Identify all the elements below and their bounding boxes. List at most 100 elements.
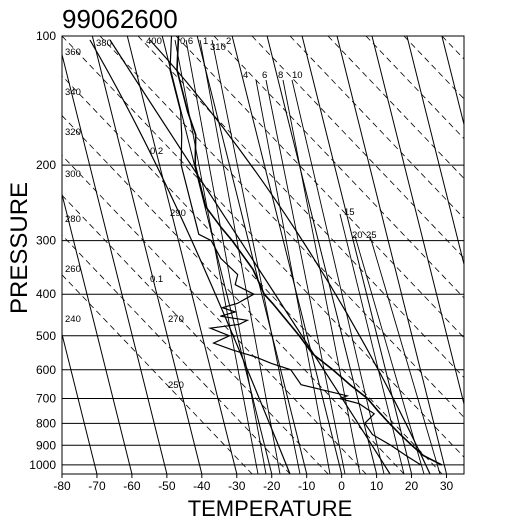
x-tick-label: -50 xyxy=(158,479,176,493)
dry-adiabat-line xyxy=(251,36,464,259)
mixing-ratio-line xyxy=(369,235,441,474)
x-tick-label: -10 xyxy=(298,479,316,493)
x-tick-label: -80 xyxy=(53,479,71,493)
x-tick-label: 20 xyxy=(405,479,419,493)
isotherm-line xyxy=(126,36,238,474)
dry-adiabat-line xyxy=(480,36,527,476)
dry-adiabat-line xyxy=(518,36,527,476)
isotherm-line xyxy=(196,36,308,474)
chart-title: 99062600 xyxy=(62,4,178,34)
dry-adiabat-line xyxy=(62,115,405,474)
isotherm-line xyxy=(231,36,343,474)
curve-label: 4 xyxy=(243,70,248,81)
dry-adiabat-line xyxy=(175,36,464,339)
curve-label: 310 xyxy=(210,42,226,53)
y-tick-label: 800 xyxy=(36,416,56,430)
x-tick-label: 10 xyxy=(370,479,384,493)
curve-label: 20 xyxy=(352,230,363,241)
x-tick-label: -60 xyxy=(123,479,141,493)
curve-label: 300 xyxy=(65,169,81,180)
isotherm-line xyxy=(62,192,133,474)
dewpoint-profile xyxy=(169,36,422,466)
curve-label: 8 xyxy=(278,70,283,81)
curve-label: 360 xyxy=(65,47,81,58)
y-tick-label: 200 xyxy=(36,158,56,172)
isotherm-line xyxy=(301,36,413,474)
isotherm-line xyxy=(0,36,27,474)
isotherm-line xyxy=(371,36,464,407)
profile-lines xyxy=(169,36,443,466)
dry-adiabat-line xyxy=(365,36,464,140)
curve-label: 270 xyxy=(168,314,184,325)
curve-label: 400 xyxy=(146,36,162,47)
curve-label: 15 xyxy=(344,207,355,218)
curve-label: 10 xyxy=(292,70,303,81)
mixing-ratio-line xyxy=(199,39,281,474)
curve-label: 6 xyxy=(262,70,267,81)
dry-adiabat-line xyxy=(327,36,464,180)
x-tick-label: 30 xyxy=(440,479,454,493)
dry-adiabat-line xyxy=(62,75,443,474)
x-tick-label: -70 xyxy=(88,479,106,493)
isotherm-line xyxy=(266,36,378,474)
isotherm-line xyxy=(62,52,168,474)
y-tick-label: 500 xyxy=(36,329,56,343)
isotherm-line xyxy=(336,36,448,474)
curve-label: 290 xyxy=(170,208,186,219)
isotherm-line xyxy=(406,36,464,267)
y-tick-label: 600 xyxy=(36,363,56,377)
curve-labels: 360 340 320 300 280 260 240 380 400 310 290 270 250 0… xyxy=(65,36,377,391)
mixing-ratio-line xyxy=(282,79,361,474)
chart-grid xyxy=(0,36,527,476)
dry-adiabat-line xyxy=(213,36,464,299)
mixing-ratio-line xyxy=(291,79,385,474)
curve-label: 0.6 xyxy=(180,36,193,47)
curve-label: 320 xyxy=(65,127,81,138)
isotherm-line xyxy=(62,332,98,474)
curve-label: 380 xyxy=(96,38,112,49)
mixing-ratio-line xyxy=(339,213,405,474)
curve-label: 280 xyxy=(65,214,81,225)
mixing-ratio-line xyxy=(211,39,301,474)
mixing-ratio-line xyxy=(354,235,425,474)
curve-label: 25 xyxy=(366,230,377,241)
x-tick-label: -40 xyxy=(193,479,211,493)
dry-adiabat-line xyxy=(62,36,464,458)
isotherm-line xyxy=(62,471,63,474)
dry-adiabat-line xyxy=(289,36,464,219)
mixing-ratio-line xyxy=(255,79,331,474)
moist-adiabat-line xyxy=(109,39,391,474)
y-tick-label: 1000 xyxy=(29,458,56,472)
curve-label: 340 xyxy=(65,87,81,98)
dry-adiabat-line xyxy=(62,194,329,474)
x-tick-label: -30 xyxy=(228,479,246,493)
x-axis-label: TEMPERATURE xyxy=(187,496,353,521)
dry-adiabat-line xyxy=(99,36,464,418)
plot-frame xyxy=(61,35,465,475)
curve-label: 260 xyxy=(65,264,81,275)
dry-adiabat-line xyxy=(403,36,464,100)
temperature-profile xyxy=(176,36,443,466)
isotherm-line xyxy=(91,36,203,474)
y-tick-label: 400 xyxy=(36,287,56,301)
curve-label: 2 xyxy=(226,36,231,47)
dry-adiabat-line xyxy=(137,36,464,379)
curve-label: 240 xyxy=(65,314,81,325)
dry-adiabat-line xyxy=(62,234,291,474)
y-tick-label: 700 xyxy=(36,391,56,405)
y-tick-label: 900 xyxy=(36,438,56,452)
dry-adiabat-line xyxy=(62,154,367,474)
curve-label: 0.1 xyxy=(150,274,163,285)
moist-adiabat-line xyxy=(149,39,431,474)
y-tick-label: 100 xyxy=(36,29,56,43)
curve-label: 1 xyxy=(203,36,208,47)
x-tick-label: -20 xyxy=(263,479,281,493)
moist-adiabat-line xyxy=(89,39,291,474)
curve-label: 0.2 xyxy=(150,146,163,157)
mixing-ratio-line xyxy=(174,39,259,474)
mixing-ratio-line xyxy=(265,79,346,474)
y-tick-label: 300 xyxy=(36,234,56,248)
x-tick-label: 0 xyxy=(338,479,345,493)
